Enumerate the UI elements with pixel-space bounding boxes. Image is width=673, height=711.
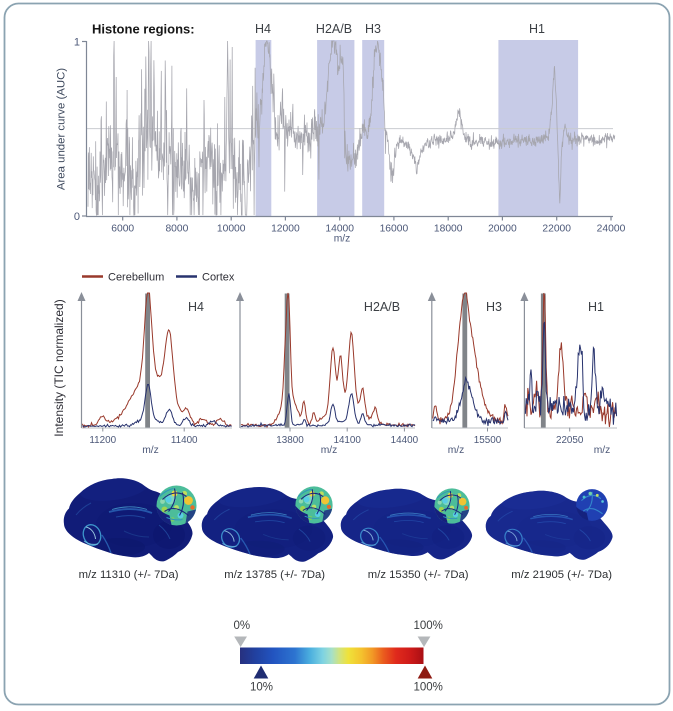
svg-text:100%: 100% <box>414 682 443 694</box>
svg-text:1: 1 <box>74 37 80 49</box>
svg-text:Cerebellum: Cerebellum <box>108 272 164 284</box>
svg-text:H1: H1 <box>529 22 545 36</box>
svg-text:H1: H1 <box>588 300 604 314</box>
svg-text:16000: 16000 <box>380 224 409 235</box>
svg-text:15500: 15500 <box>474 435 502 446</box>
svg-text:m/z 15350 (+/- 7Da): m/z 15350 (+/- 7Da) <box>368 569 469 581</box>
svg-text:14400: 14400 <box>391 435 419 446</box>
svg-text:H4: H4 <box>188 300 204 314</box>
svg-text:14100: 14100 <box>333 435 361 446</box>
svg-text:6000: 6000 <box>111 224 134 235</box>
svg-text:m/z: m/z <box>321 445 338 456</box>
svg-text:m/z 13785 (+/- 7Da): m/z 13785 (+/- 7Da) <box>224 569 325 581</box>
svg-text:10%: 10% <box>250 682 273 694</box>
svg-text:H2A/B: H2A/B <box>316 22 352 36</box>
svg-text:Area under curve (AUC): Area under curve (AUC) <box>56 68 68 190</box>
svg-text:13800: 13800 <box>276 435 304 446</box>
svg-text:24000: 24000 <box>597 224 626 235</box>
svg-text:m/z 11310 (+/- 7Da): m/z 11310 (+/- 7Da) <box>79 569 179 581</box>
svg-text:12000: 12000 <box>271 224 300 235</box>
svg-text:20000: 20000 <box>488 224 517 235</box>
svg-text:H4: H4 <box>255 22 271 36</box>
svg-text:22050: 22050 <box>556 435 584 446</box>
svg-text:0%: 0% <box>234 620 251 632</box>
svg-text:H3: H3 <box>365 22 381 36</box>
svg-text:m/z: m/z <box>334 234 351 245</box>
svg-text:18000: 18000 <box>434 224 463 235</box>
svg-text:m/z: m/z <box>594 445 611 456</box>
svg-text:8000: 8000 <box>165 224 188 235</box>
svg-text:0: 0 <box>74 211 80 223</box>
svg-text:m/z: m/z <box>142 445 159 456</box>
svg-text:Histone regions:: Histone regions: <box>92 22 195 37</box>
svg-text:11400: 11400 <box>171 435 198 446</box>
svg-text:m/z 21905 (+/- 7Da): m/z 21905 (+/- 7Da) <box>511 569 612 581</box>
svg-text:m/z: m/z <box>448 445 465 456</box>
svg-text:100%: 100% <box>414 620 443 632</box>
svg-text:H3: H3 <box>486 300 502 314</box>
svg-text:14000: 14000 <box>325 224 354 235</box>
svg-text:11200: 11200 <box>89 435 116 446</box>
svg-text:Intensity (TIC normalized): Intensity (TIC normalized) <box>52 299 66 436</box>
svg-text:H2A/B: H2A/B <box>364 300 400 314</box>
svg-text:10000: 10000 <box>217 224 246 235</box>
svg-text:22000: 22000 <box>542 224 571 235</box>
svg-text:Cortex: Cortex <box>202 272 235 284</box>
